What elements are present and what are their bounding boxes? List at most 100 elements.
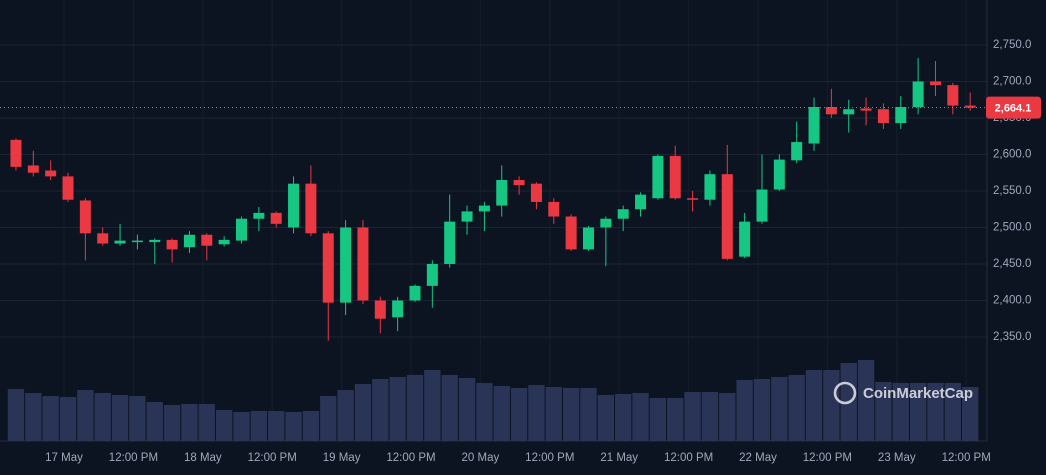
candle-body xyxy=(877,109,889,124)
y-tick-label: 2,750.0 xyxy=(993,39,1031,51)
candle-body xyxy=(392,300,404,318)
volume-bar xyxy=(892,383,909,441)
y-tick-label: 2,600.0 xyxy=(993,149,1031,161)
candle-body xyxy=(253,212,265,219)
volume-bar xyxy=(510,388,528,441)
candle-body xyxy=(97,233,109,244)
x-tick-label: 20 May xyxy=(462,452,500,464)
volume-bar xyxy=(562,388,580,441)
x-tick-label: 18 May xyxy=(184,452,222,464)
volume-bar xyxy=(198,404,215,441)
volume-bar xyxy=(320,396,337,441)
candle-body xyxy=(305,183,317,234)
x-tick-label: 19 May xyxy=(323,452,361,464)
candle-body xyxy=(166,239,178,250)
x-tick-label: 12:00 PM xyxy=(942,452,991,464)
candle-body xyxy=(114,240,126,244)
candle-body xyxy=(45,170,57,177)
y-tick-label: 2,550.0 xyxy=(993,185,1031,197)
volume-bar xyxy=(823,370,840,441)
watermark-logo xyxy=(833,381,857,405)
volume-bar xyxy=(25,393,42,441)
volume-bar xyxy=(129,396,146,441)
candle-body xyxy=(79,200,91,234)
candle-body xyxy=(669,155,681,199)
volume-bar xyxy=(771,377,788,441)
candle-body xyxy=(340,227,352,303)
candle-body xyxy=(791,142,803,161)
watermark: CoinMarketCap xyxy=(833,381,973,405)
volume-bar xyxy=(424,370,441,441)
volume-bar xyxy=(684,392,701,441)
axes: 2,350.0 2,400.0 2,450.0 2,500.0 2,550.0 2,600… xyxy=(0,39,1041,464)
volume-bar xyxy=(701,392,719,441)
volume-bar xyxy=(337,390,354,441)
candle-body xyxy=(652,155,664,199)
candle-body xyxy=(860,108,872,111)
candle-body xyxy=(513,180,525,186)
y-tick-label: 2,400.0 xyxy=(993,295,1031,307)
candle-body xyxy=(929,81,941,86)
candle-body xyxy=(461,211,473,222)
volume-bar xyxy=(944,383,961,441)
candle-body xyxy=(236,218,248,241)
candle-body xyxy=(426,263,438,286)
candle-body xyxy=(218,239,230,245)
last-price-label: 2,664.1 xyxy=(995,103,1032,115)
candle-body xyxy=(62,176,74,200)
candle-body xyxy=(721,174,733,259)
candle-body xyxy=(635,194,647,210)
volume-bar xyxy=(285,412,302,441)
candle-body xyxy=(270,212,282,224)
volume-bar xyxy=(649,398,667,441)
candles xyxy=(10,58,976,341)
candle-body xyxy=(808,107,820,144)
candle-body xyxy=(288,183,300,228)
candle-body xyxy=(895,107,907,124)
last-price-tag xyxy=(986,96,1041,119)
candle-body xyxy=(773,159,785,190)
y-tick-label: 2,700.0 xyxy=(993,76,1031,88)
candle-body xyxy=(322,233,334,303)
volume-bar xyxy=(233,412,250,441)
x-tick-label: 12:00 PM xyxy=(109,452,158,464)
y-tick-label: 2,450.0 xyxy=(993,258,1031,270)
volume-bar xyxy=(719,393,736,441)
volume-bar xyxy=(753,379,771,441)
y-tick-label: 2,500.0 xyxy=(993,222,1031,234)
volume-bar xyxy=(875,382,892,441)
volume-bar xyxy=(857,360,875,441)
volume-bar xyxy=(250,411,268,441)
candle-body xyxy=(478,205,490,212)
volume-bar xyxy=(441,375,458,441)
candle-body xyxy=(530,183,542,202)
volume-bar xyxy=(59,397,77,441)
x-tick-label: 12:00 PM xyxy=(248,452,297,464)
x-tick-label: 12:00 PM xyxy=(664,452,713,464)
volume-bar xyxy=(77,390,94,441)
x-tick-label: 17 May xyxy=(45,452,83,464)
watermark-text: CoinMarketCap xyxy=(863,385,973,402)
volume-bar xyxy=(302,411,320,441)
volume-bar xyxy=(927,383,944,441)
candle-body xyxy=(704,174,716,200)
volume-bar xyxy=(268,411,285,441)
candle-body xyxy=(149,239,161,243)
candle-body xyxy=(947,85,959,106)
volume-layer xyxy=(7,360,979,441)
volume-bar xyxy=(215,410,233,441)
volume-bar xyxy=(181,404,198,441)
candle-body xyxy=(739,221,751,257)
volume-bar xyxy=(805,370,823,441)
candle-body xyxy=(565,216,577,250)
volume-bar xyxy=(961,387,979,441)
candle-body xyxy=(582,227,594,250)
candle-body xyxy=(687,198,699,200)
candle-body xyxy=(183,234,195,248)
volume-bar xyxy=(580,388,597,441)
volume-bar xyxy=(94,393,111,441)
volume-bar xyxy=(389,377,406,441)
candle-body xyxy=(444,221,456,264)
volume-bar xyxy=(493,386,510,441)
